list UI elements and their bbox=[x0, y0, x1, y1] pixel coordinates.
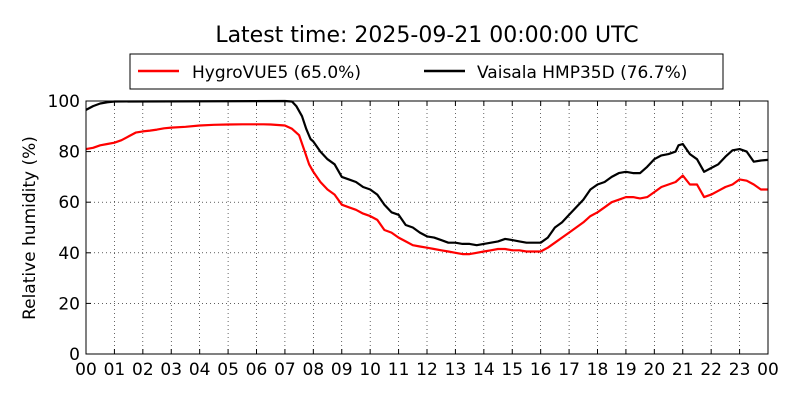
legend-label-vaisala: Vaisala HMP35D (76.7%) bbox=[477, 63, 687, 83]
x-tick-label: 04 bbox=[189, 360, 211, 380]
plot-area bbox=[85, 99, 769, 256]
x-tick-label: 16 bbox=[530, 360, 552, 380]
chart-title: Latest time: 2025-09-21 00:00:00 UTC bbox=[215, 23, 638, 48]
y-tick-label: 0 bbox=[69, 345, 80, 365]
x-tick-label: 02 bbox=[132, 360, 154, 380]
grid-lines bbox=[86, 101, 768, 354]
x-tick-label: 01 bbox=[104, 360, 126, 380]
series-line-hygrovue5 bbox=[85, 123, 768, 256]
plot-frame bbox=[85, 100, 769, 355]
x-tick-label: 23 bbox=[729, 360, 751, 380]
y-tick-label: 100 bbox=[48, 92, 80, 112]
x-tick-label: 09 bbox=[331, 360, 353, 380]
series-line-vaisala bbox=[85, 99, 769, 247]
y-tick-label: 80 bbox=[58, 143, 80, 163]
x-tick-label: 00 bbox=[75, 360, 97, 380]
x-tick-label: 03 bbox=[160, 360, 182, 380]
x-tick-label: 07 bbox=[274, 360, 296, 380]
x-tick-label: 19 bbox=[615, 360, 637, 380]
x-tick-label: 15 bbox=[501, 360, 523, 380]
y-tick-label: 20 bbox=[58, 294, 80, 314]
x-tick-label: 22 bbox=[700, 360, 722, 380]
x-tick-label: 18 bbox=[587, 360, 609, 380]
y-tick-label: 40 bbox=[58, 244, 80, 264]
x-tick-label: 06 bbox=[246, 360, 268, 380]
legend-label-hygrovue5: HygroVUE5 (65.0%) bbox=[192, 63, 361, 83]
x-tick-label: 20 bbox=[644, 360, 666, 380]
y-tick-label: 60 bbox=[58, 193, 80, 213]
x-tick-label: 00 bbox=[757, 360, 779, 380]
x-axis: 00 01 02 03 04 05 06 07 08 09 10 11 12 13 14 15 16 17 18 19… bbox=[75, 101, 779, 380]
legend: HygroVUE5 (65.0%) Vaisala HMP35D (76.7%) bbox=[129, 53, 724, 90]
x-tick-label: 12 bbox=[416, 360, 438, 380]
x-tick-label: 11 bbox=[388, 360, 410, 380]
x-tick-label: 05 bbox=[217, 360, 239, 380]
y-axis-label: Relative humidity (%) bbox=[20, 136, 40, 320]
x-tick-label: 21 bbox=[672, 360, 694, 380]
y-axis: 0 20 40 60 80 100 bbox=[48, 92, 768, 365]
x-tick-label: 13 bbox=[445, 360, 467, 380]
x-tick-label: 14 bbox=[473, 360, 495, 380]
x-tick-label: 08 bbox=[303, 360, 325, 380]
x-tick-label: 17 bbox=[558, 360, 580, 380]
x-tick-label: 10 bbox=[359, 360, 381, 380]
